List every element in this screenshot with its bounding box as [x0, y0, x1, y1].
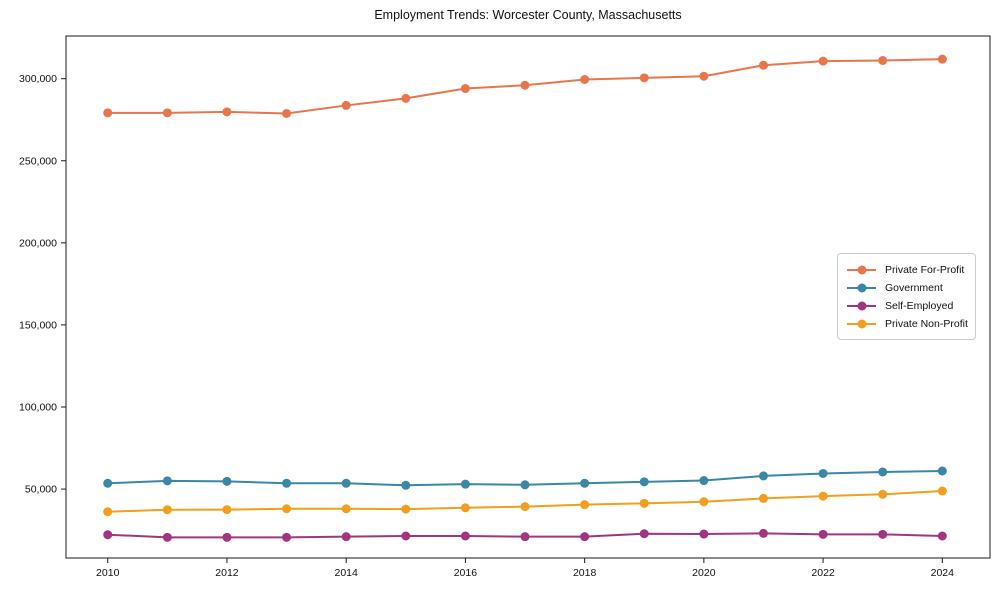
data-point-government	[937, 466, 947, 476]
legend-item-government: Government	[847, 279, 966, 296]
y-tick-label: 50,000	[25, 484, 57, 496]
data-point-government	[341, 478, 351, 488]
data-point-private-non-profit	[162, 505, 172, 515]
data-point-government	[699, 476, 709, 486]
data-point-private-non-profit	[878, 489, 888, 499]
data-point-government	[878, 467, 888, 477]
legend-label: Government	[885, 281, 943, 294]
legend-dot-icon	[857, 265, 866, 274]
data-point-government	[401, 480, 411, 490]
data-point-private-non-profit	[460, 503, 470, 513]
data-point-self-employed	[222, 532, 232, 542]
data-point-government	[520, 480, 530, 490]
data-point-private-for-profit	[520, 80, 530, 90]
data-point-private-non-profit	[222, 505, 232, 515]
data-point-private-for-profit	[162, 108, 172, 118]
data-point-private-non-profit	[639, 498, 649, 508]
data-point-private-for-profit	[580, 75, 590, 84]
data-point-private-non-profit	[520, 502, 530, 512]
legend-dot-icon	[857, 301, 866, 310]
data-point-private-non-profit	[103, 507, 113, 517]
data-point-private-for-profit	[878, 55, 888, 65]
plot-border	[65, 35, 991, 559]
data-point-self-employed	[401, 531, 411, 541]
data-point-private-for-profit	[818, 56, 828, 66]
data-point-government	[580, 478, 590, 488]
y-tick-label: 150,000	[19, 319, 57, 331]
data-point-private-for-profit	[103, 108, 113, 118]
data-point-private-non-profit	[282, 504, 292, 514]
legend: Private For-Profit Government Self-Employe…	[837, 253, 976, 340]
data-point-government	[222, 476, 232, 486]
y-tick-label: 300,000	[19, 73, 57, 85]
data-point-government	[282, 478, 292, 488]
x-tick-label: 2016	[454, 567, 478, 579]
x-tick-label: 2012	[215, 567, 239, 579]
y-tick-label: 250,000	[19, 155, 57, 167]
legend-item-private-for-profit: Private For-Profit	[847, 261, 966, 278]
data-point-private-non-profit	[580, 500, 590, 510]
x-tick-label: 2020	[692, 567, 716, 579]
legend-marker-icon	[847, 319, 876, 328]
data-point-private-non-profit	[341, 504, 351, 514]
data-point-self-employed	[580, 532, 590, 542]
data-point-private-non-profit	[937, 486, 947, 496]
legend-dot-icon	[857, 283, 866, 292]
data-point-self-employed	[103, 530, 113, 540]
data-point-private-for-profit	[460, 84, 470, 94]
legend-marker-icon	[847, 265, 876, 274]
data-point-private-for-profit	[222, 107, 232, 117]
data-point-private-non-profit	[758, 493, 768, 503]
x-tick-label: 2014	[335, 567, 359, 579]
x-tick-label: 2018	[573, 567, 597, 579]
data-point-self-employed	[520, 532, 530, 542]
x-tick-label: 2010	[96, 567, 120, 579]
legend-label: Self-Employed	[885, 299, 954, 312]
data-point-government	[460, 479, 470, 489]
legend-dot-icon	[857, 319, 866, 328]
data-point-government	[818, 468, 828, 478]
data-point-self-employed	[460, 531, 470, 541]
chart-title: Employment Trends: Worcester County, Mas…	[374, 8, 682, 22]
data-point-self-employed	[282, 532, 292, 542]
legend-item-self-employed: Self-Employed	[847, 297, 966, 314]
data-point-private-for-profit	[282, 108, 292, 118]
data-point-government	[639, 477, 649, 487]
data-point-private-for-profit	[341, 100, 351, 110]
data-point-government	[103, 478, 113, 488]
data-point-government	[758, 471, 768, 481]
data-point-private-for-profit	[699, 71, 709, 81]
data-point-government	[162, 476, 172, 486]
legend-marker-icon	[847, 301, 876, 310]
legend-label: Private Non-Profit	[885, 317, 968, 330]
legend-item-private-non-profit: Private Non-Profit	[847, 315, 968, 332]
x-tick-label: 2022	[811, 567, 835, 579]
data-point-self-employed	[162, 532, 172, 542]
data-point-private-for-profit	[639, 73, 649, 83]
y-tick-label: 200,000	[19, 237, 57, 249]
data-point-private-for-profit	[758, 60, 768, 70]
y-tick-label: 100,000	[19, 401, 57, 413]
data-point-private-non-profit	[699, 497, 709, 507]
x-tick-label: 2024	[931, 567, 955, 579]
data-point-self-employed	[758, 528, 768, 538]
legend-label: Private For-Profit	[885, 263, 965, 276]
legend-marker-icon	[847, 283, 876, 292]
data-point-self-employed	[937, 531, 947, 541]
data-point-self-employed	[878, 529, 888, 539]
data-point-private-for-profit	[401, 93, 411, 103]
data-point-self-employed	[699, 529, 709, 539]
data-point-self-employed	[639, 529, 649, 539]
data-point-self-employed	[818, 529, 828, 539]
data-point-private-for-profit	[937, 54, 947, 64]
data-point-self-employed	[341, 532, 351, 542]
data-point-private-non-profit	[401, 504, 411, 514]
data-point-private-non-profit	[818, 491, 828, 501]
